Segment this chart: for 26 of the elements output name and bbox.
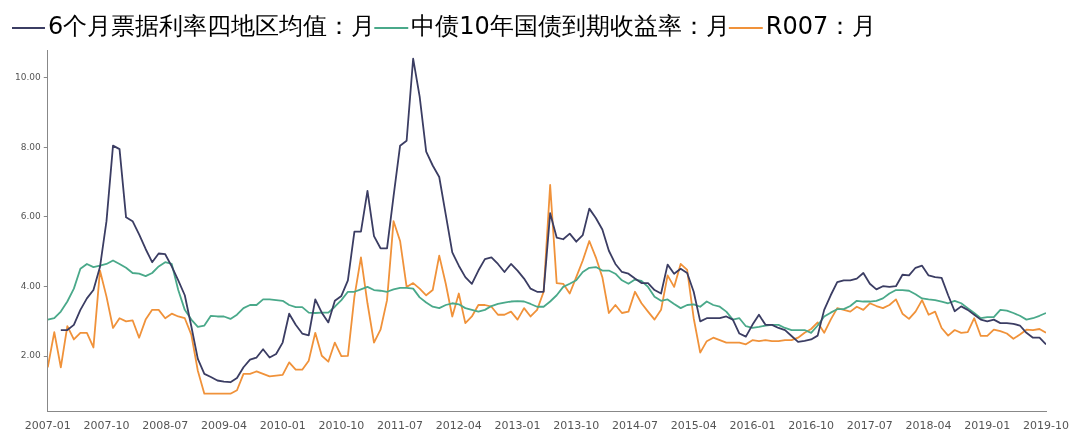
legend-label: 6个月票据利率四地区均值：月 bbox=[48, 12, 376, 41]
y-tick-label: 10.00 bbox=[15, 72, 42, 83]
x-tick-label: 2013-10 bbox=[553, 419, 600, 433]
x-tick-label: 2019-01 bbox=[964, 419, 1011, 433]
x-tick-label: 2007-10 bbox=[83, 419, 130, 433]
x-tick-label: 2016-10 bbox=[788, 419, 835, 433]
x-tick-label: 2010-10 bbox=[318, 419, 365, 433]
legend-label: R007：月 bbox=[765, 12, 877, 41]
x-tick-label: 2008-07 bbox=[142, 419, 189, 433]
y-tick-label: 6.00 bbox=[20, 211, 42, 222]
y-tick-label: 4.00 bbox=[20, 280, 42, 291]
y-tick-label: 8.00 bbox=[20, 141, 42, 152]
x-tick-label: 2012-04 bbox=[435, 419, 482, 433]
x-tick-label: 2010-01 bbox=[259, 419, 306, 433]
x-tick-label: 2015-04 bbox=[670, 419, 717, 433]
x-tick-label: 2011-07 bbox=[377, 419, 424, 433]
y-tick-label: 2.00 bbox=[20, 350, 42, 361]
x-tick-label: 2019-10 bbox=[1023, 419, 1069, 433]
x-tick-label: 2017-07 bbox=[846, 419, 893, 433]
x-tick-label: 2013-01 bbox=[494, 419, 541, 433]
x-tick-label: 2018-04 bbox=[905, 419, 952, 433]
x-tick-label: 2009-04 bbox=[200, 419, 247, 433]
x-tick-label: 2007-01 bbox=[24, 419, 71, 433]
x-tick-label: 2014-07 bbox=[611, 419, 658, 433]
x-tick-label: 2016-01 bbox=[729, 419, 776, 433]
legend-label: 中债10年国债到期收益率：月 bbox=[411, 12, 730, 41]
